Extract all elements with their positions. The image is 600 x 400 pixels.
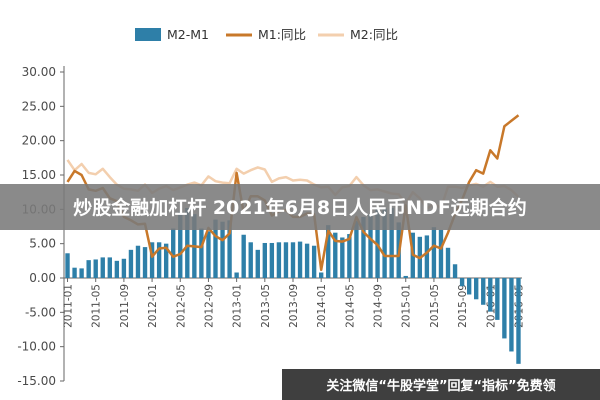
x-tick-label: 2015-09 — [457, 284, 469, 328]
bar-m2-m1 — [79, 268, 84, 278]
bar-m2-m1 — [403, 275, 408, 278]
bar-m2-m1 — [213, 219, 218, 278]
bar-m2-m1 — [178, 212, 183, 278]
y-tick-label: 5.00 — [29, 237, 56, 251]
bar-m2-m1 — [262, 242, 267, 278]
x-tick-label: 2012-05 — [175, 284, 187, 328]
bar-m2-m1 — [114, 260, 120, 278]
bar-m2-m1 — [128, 249, 134, 278]
y-tick-label: -5.00 — [25, 305, 56, 319]
bar-m2-m1 — [185, 207, 190, 278]
bar-m2-m1 — [438, 229, 444, 278]
bar-m2-m1 — [382, 208, 387, 278]
bar-m2-m1 — [227, 220, 232, 278]
x-tick-label: 2014-01 — [316, 284, 328, 328]
bar-m2-m1 — [199, 228, 204, 278]
bar-m2-m1 — [269, 242, 275, 278]
x-tick-label: 2013-09 — [288, 284, 300, 328]
y-tick-label: 20.00 — [22, 134, 56, 148]
bar-m2-m1 — [389, 207, 394, 278]
x-tick-label: 2015-05 — [429, 284, 441, 328]
bar-m2-m1 — [93, 259, 98, 278]
bar-m2-m1 — [156, 242, 162, 278]
y-tick-label: -10.00 — [17, 340, 56, 354]
bar-m2-m1 — [319, 272, 324, 278]
bar-m2-m1 — [65, 253, 70, 278]
watermark-band — [282, 369, 600, 400]
bar-m2-m1 — [431, 227, 437, 278]
x-tick-label: 2011-05 — [91, 284, 103, 328]
x-tick-label: 2011-09 — [119, 284, 131, 328]
x-axis: 2011-01 2011-05 2011-09 2012-01 2012-05 2012-… — [63, 277, 525, 328]
bar-m2-m1 — [488, 278, 493, 312]
bar-m2-m1 — [135, 245, 141, 278]
bar-m2-m1 — [495, 278, 500, 320]
watermark-text: 关注微信“牛股学堂”回复“指标”免费领 — [326, 378, 555, 394]
bar-m2-m1 — [297, 241, 303, 278]
y-axis: 30.0025.0020.0015.0010.005.000.00-5.00-1… — [17, 65, 65, 388]
bar-m2-m1 — [86, 260, 91, 278]
legend-label-m1: M1:同比 — [258, 27, 306, 42]
bar-m2-m1 — [149, 242, 155, 278]
bar-m2-m1 — [276, 242, 282, 278]
legend-label-m2-m1: M2-M1 — [167, 27, 209, 42]
legend-swatch-m2-m1 — [135, 28, 161, 41]
bar-m2-m1 — [347, 234, 352, 278]
bar-m2-m1 — [255, 249, 260, 278]
bar-m2-m1 — [248, 242, 253, 278]
bar-m2-m1 — [163, 243, 169, 278]
bar-m2-m1 — [459, 278, 465, 287]
x-tick-label: 2011-01 — [63, 284, 75, 328]
legend-label-m2: M2:同比 — [350, 27, 398, 42]
bar-m2-m1 — [502, 278, 507, 339]
bar-m2-m1 — [107, 257, 112, 278]
y-tick-label: 15.00 — [22, 168, 56, 182]
bar-m2-m1 — [142, 247, 148, 278]
bar-m2-m1 — [304, 243, 310, 278]
x-tick-label: 2014-05 — [344, 284, 356, 328]
bar-m2-m1 — [466, 278, 472, 295]
y-tick-label: -15.00 — [17, 374, 56, 388]
bar-m2-m1 — [290, 242, 296, 278]
x-tick-label: 2015-01 — [401, 284, 413, 328]
y-tick-label: 0.00 — [29, 271, 56, 285]
bar-m2-m1 — [206, 231, 211, 278]
bar-m2-m1 — [326, 225, 331, 278]
bar-m2-m1 — [234, 272, 239, 278]
bar-m2-m1 — [509, 278, 514, 352]
bar-m2-m1 — [361, 216, 366, 278]
bar-m2-m1 — [283, 242, 289, 278]
bar-m2-m1 — [72, 267, 77, 278]
bar-m2-m1 — [333, 232, 338, 278]
legend: M2-M1 M1:同比 M2:同比 — [135, 27, 398, 42]
bar-m2-m1 — [100, 257, 105, 278]
x-tick-label: 2012-01 — [147, 284, 159, 328]
bar-m2-m1 — [340, 237, 345, 278]
x-tick-label: 2012-09 — [203, 284, 215, 328]
bar-m2-m1 — [121, 258, 127, 278]
x-tick-label: 2014-09 — [373, 284, 385, 328]
m2-m1-bars — [65, 207, 521, 364]
bar-m2-m1 — [424, 235, 430, 278]
bar-m2-m1 — [481, 278, 486, 305]
bar-m2-m1 — [452, 264, 458, 278]
y-tick-label: 30.00 — [22, 65, 56, 79]
bar-m2-m1 — [171, 228, 176, 278]
bar-m2-m1 — [474, 278, 479, 300]
bar-m2-m1 — [368, 214, 373, 278]
bar-m2-m1 — [241, 234, 246, 278]
caption-overlay-band — [0, 184, 600, 230]
x-tick-label: 2013-05 — [260, 284, 272, 328]
bar-m2-m1 — [220, 221, 225, 278]
bar-m2-m1 — [354, 221, 359, 278]
y-tick-label: 25.00 — [22, 99, 56, 113]
bar-m2-m1 — [445, 247, 451, 278]
bar-m2-m1 — [516, 278, 521, 364]
x-tick-label: 2013-01 — [232, 284, 244, 328]
bar-m2-m1 — [311, 245, 317, 278]
caption-overlay-text: 炒股金融加杠杆 2021年6月8日人民币NDF远期合约 — [73, 196, 527, 219]
